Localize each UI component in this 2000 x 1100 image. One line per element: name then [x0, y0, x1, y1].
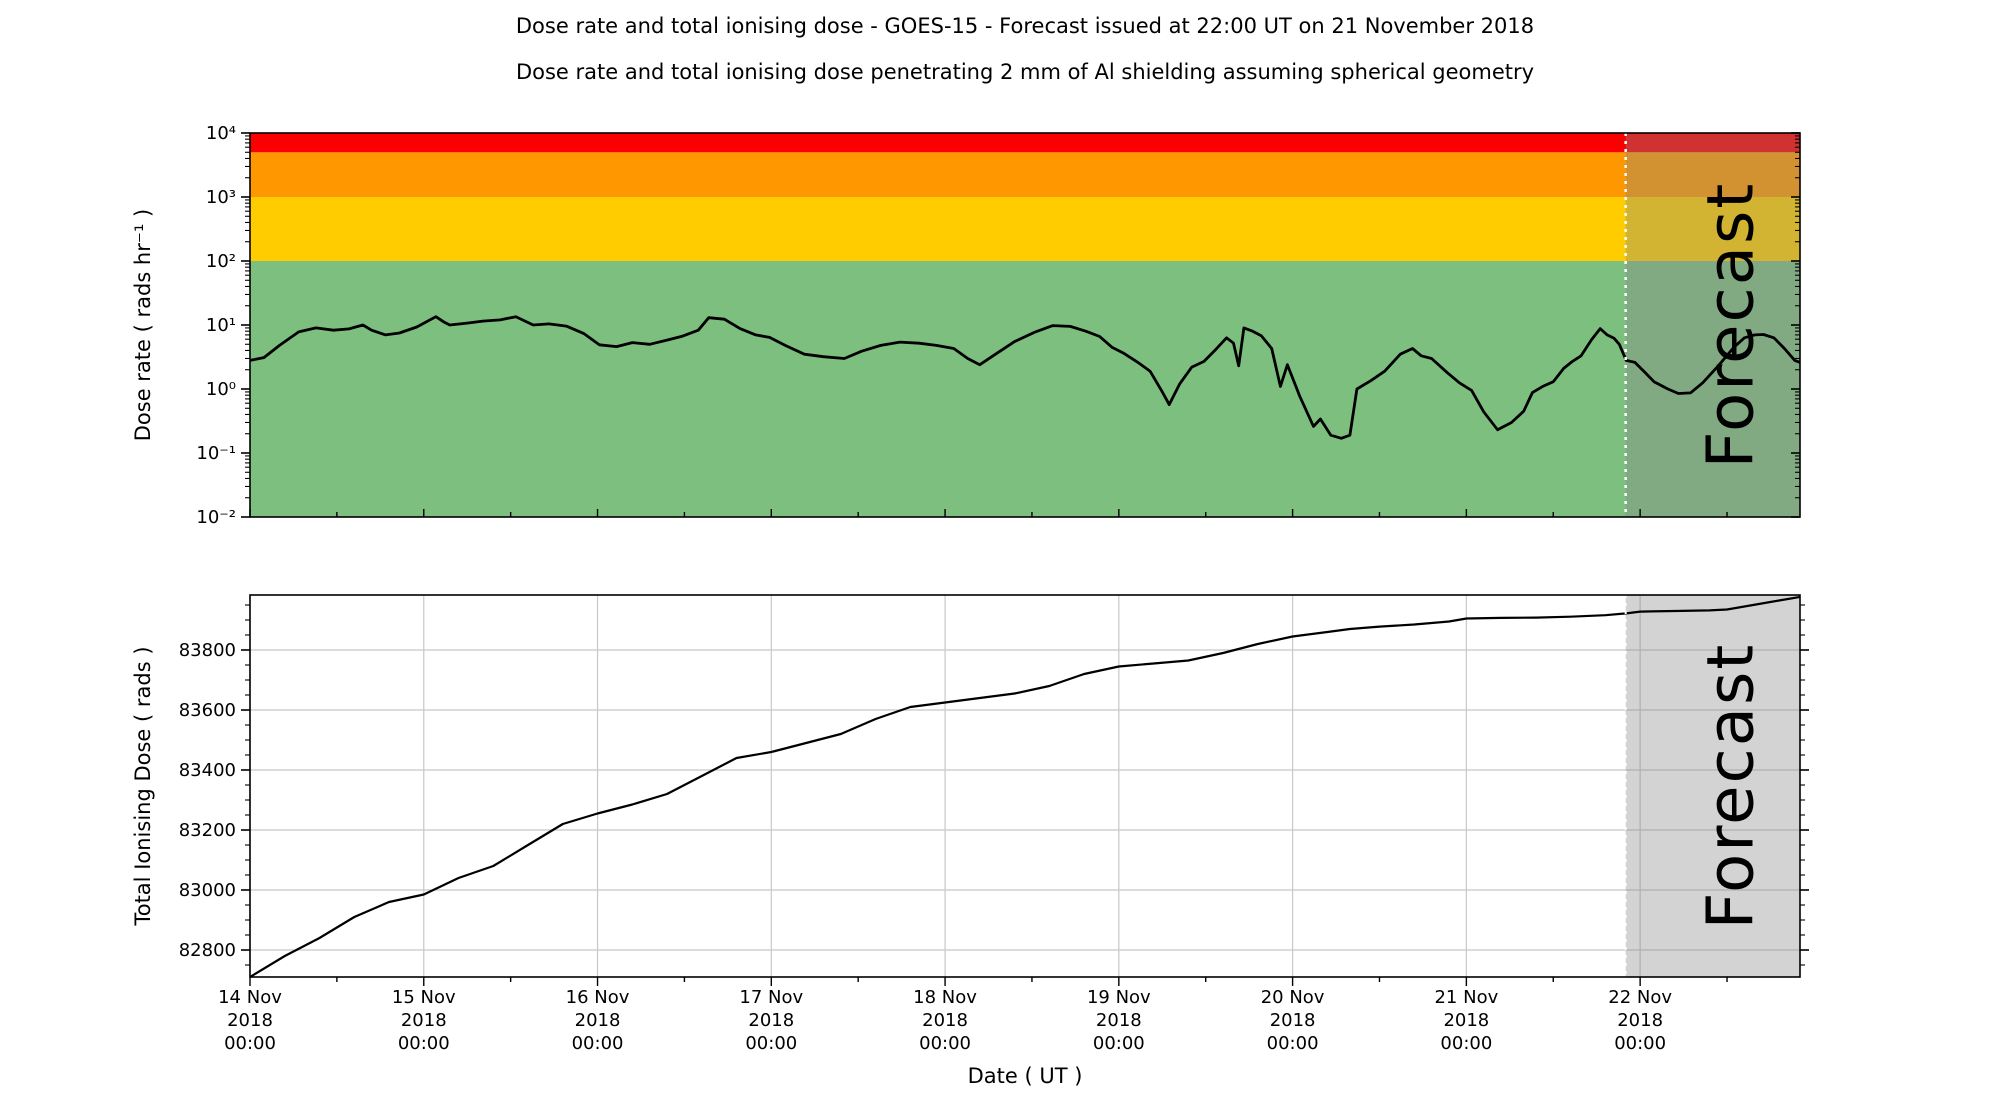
x-tick-label: 17 Nov	[739, 987, 803, 1008]
y-tick-label: 10¹	[206, 315, 236, 336]
x-tick-label: 2018	[922, 1010, 968, 1031]
total-dose-ylabel: Total Ionising Dose ( rads )	[131, 646, 155, 926]
y-tick-label: 10³	[206, 187, 236, 208]
dose-rate-y-ticks: 10⁻² 10⁻¹ 10⁰ 10¹ 10² 10³ 10⁴	[196, 123, 1800, 528]
total-dose-line	[249, 595, 1801, 978]
dose-rate-ylabel: Dose rate ( rads hr⁻¹ )	[131, 209, 155, 442]
dose-rate-line	[249, 315, 1801, 440]
x-tick-label: 16 Nov	[566, 987, 630, 1008]
x-tick-label: 2018	[748, 1010, 794, 1031]
x-tick-label: 15 Nov	[392, 987, 456, 1008]
total-dose-grid	[249, 595, 1800, 977]
x-tick-label: 22 Nov	[1608, 987, 1672, 1008]
x-tick-label: 14 Nov	[218, 987, 282, 1008]
x-tick-label: 21 Nov	[1434, 987, 1498, 1008]
total-dose-ticks: 82800 83000 83200 83400 83600 83800	[179, 604, 1809, 986]
y-tick-label: 10⁻¹	[196, 443, 236, 464]
xaxis-label: Date ( UT )	[968, 1064, 1083, 1088]
x-tick-label: 2018	[1443, 1010, 1489, 1031]
forecast-label-top: Forecast	[1694, 182, 1768, 469]
x-tick-label: 20 Nov	[1261, 987, 1325, 1008]
threshold-band-green	[250, 261, 1800, 517]
forecast-region-top	[1625, 133, 1800, 517]
y-tick-label: 10²	[206, 251, 236, 272]
x-tick-label: 2018	[401, 1010, 447, 1031]
total-dose-plot-bg	[250, 595, 1800, 977]
y-tick-label: 10⁰	[206, 379, 236, 400]
threshold-band-orange	[250, 152, 1800, 197]
y-tick-label: 83400	[179, 760, 236, 781]
x-tick-label: 00:00	[224, 1033, 276, 1054]
x-tick-label: 18 Nov	[913, 987, 977, 1008]
x-tick-label: 2018	[1617, 1010, 1663, 1031]
x-tick-label: 00:00	[745, 1033, 797, 1054]
total-dose-panel: Forecast 82800 83000 83200 83400 83600 83800 14…	[179, 594, 1809, 1054]
x-tick-label: 2018	[1096, 1010, 1142, 1031]
y-tick-label: 83200	[179, 820, 236, 841]
x-tick-label: 00:00	[919, 1033, 971, 1054]
total-dose-spine	[249, 594, 1801, 978]
x-tick-label: 00:00	[572, 1033, 624, 1054]
forecast-region-bottom	[1625, 595, 1800, 977]
x-tick-label: 19 Nov	[1087, 987, 1151, 1008]
x-tick-label: 00:00	[1267, 1033, 1319, 1054]
threshold-band-red	[250, 133, 1800, 153]
y-tick-label: 83600	[179, 700, 236, 721]
forecast-label-bottom: Forecast	[1694, 643, 1768, 930]
chart-subtitle: Dose rate and total ionising dose penetr…	[516, 60, 1534, 84]
chart-title: Dose rate and total ionising dose - GOES…	[516, 14, 1534, 38]
x-tick-label: 2018	[1270, 1010, 1316, 1031]
y-tick-label: 10⁴	[206, 123, 236, 144]
x-tick-label: 2018	[227, 1010, 273, 1031]
y-tick-label: 83000	[179, 880, 236, 901]
y-tick-label: 82800	[179, 940, 236, 961]
y-tick-label: 10⁻²	[196, 507, 236, 528]
y-tick-label: 83800	[179, 640, 236, 661]
x-tick-label: 00:00	[1440, 1033, 1492, 1054]
x-tick-label: 00:00	[398, 1033, 450, 1054]
threshold-band-yellow	[250, 197, 1800, 261]
x-tick-label: 00:00	[1093, 1033, 1145, 1054]
x-tick-label: 2018	[575, 1010, 621, 1031]
dose-rate-panel: Forecast 10⁻² 10⁻¹ 10⁰ 10¹ 10² 10³ 10⁴	[196, 123, 1801, 528]
x-tick-label: 00:00	[1614, 1033, 1666, 1054]
